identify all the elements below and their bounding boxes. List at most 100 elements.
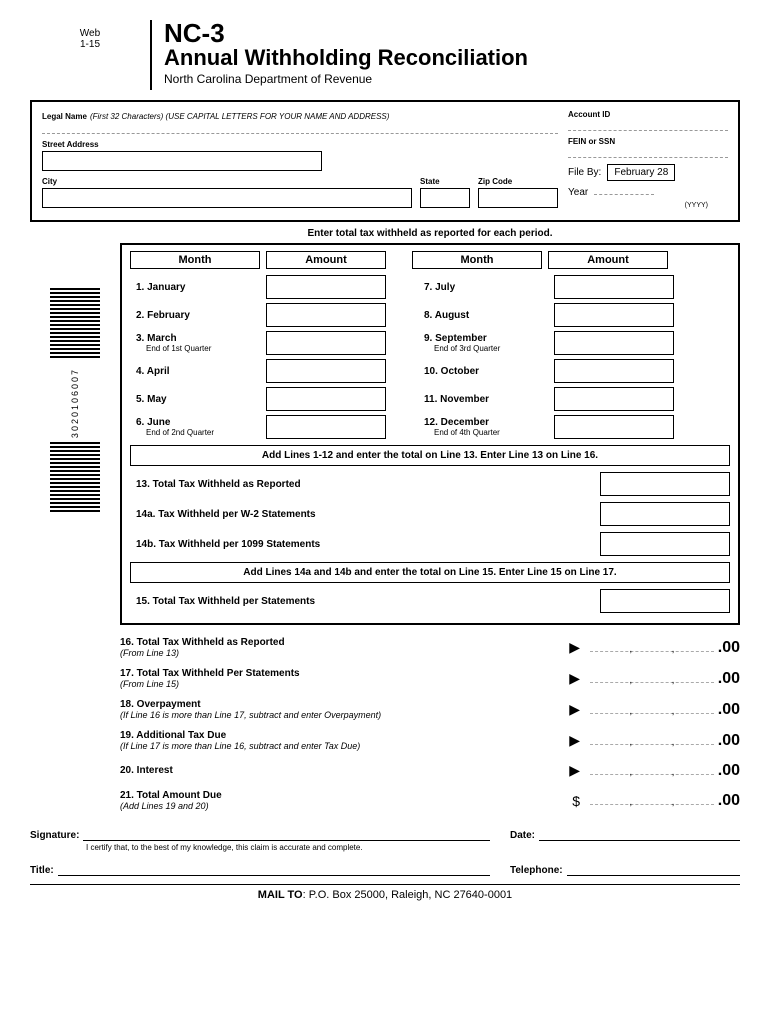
amount-input[interactable] — [266, 331, 386, 355]
fein-label: FEIN or SSN — [568, 137, 728, 146]
col-amount-1: Amount — [266, 251, 386, 269]
line-14a-label: 14a. Tax Withheld per W-2 Statements — [130, 509, 600, 520]
barcode-icon — [50, 288, 100, 358]
summary-amount-input[interactable]: ,,.00 — [590, 731, 740, 750]
account-input[interactable] — [568, 121, 728, 131]
file-by-label: File By: — [568, 167, 601, 178]
dept-name: North Carolina Department of Revenue — [164, 72, 528, 86]
year-hint: (YYYY) — [685, 202, 708, 209]
account-label: Account ID — [568, 110, 728, 119]
date-label: Date: — [510, 830, 535, 841]
summary-label: 18. Overpayment(If Line 16 is more than … — [120, 699, 559, 720]
signature-label: Signature: — [30, 830, 79, 841]
summary-section: 16. Total Tax Withheld as Reported(From … — [120, 637, 740, 811]
instruction-2: Add Lines 14a and 14b and enter the tota… — [130, 562, 730, 583]
month-label: 12. DecemberEnd of 4th Quarter — [418, 417, 548, 437]
amount-input[interactable] — [554, 331, 674, 355]
header-divider — [150, 20, 152, 90]
month-label: 8. August — [418, 310, 548, 321]
arrow-icon: ▶ — [569, 762, 580, 779]
arrow-icon: ▶ — [569, 639, 580, 656]
summary-amount-input[interactable]: ,,.00 — [590, 669, 740, 688]
cents-label: .00 — [718, 639, 740, 657]
info-box: Legal Name (First 32 Characters) (USE CA… — [30, 100, 740, 222]
col-amount-2: Amount — [548, 251, 668, 269]
cents-label: .00 — [718, 701, 740, 719]
summary-amount-input[interactable]: ,,.00 — [590, 791, 740, 810]
year-input[interactable] — [594, 194, 654, 195]
version-label: 1-15 — [30, 39, 150, 50]
file-by-value: February 28 — [607, 164, 675, 181]
amount-input[interactable] — [554, 387, 674, 411]
fein-input[interactable] — [568, 148, 728, 158]
state-input[interactable] — [420, 188, 470, 208]
signature-section: Signature: Date: I certify that, to the … — [30, 827, 740, 876]
mail-label: MAIL TO — [258, 889, 303, 901]
summary-amount-input[interactable]: ,,.00 — [590, 761, 740, 780]
summary-amount-input[interactable]: ,,.00 — [590, 700, 740, 719]
amount-input[interactable] — [266, 275, 386, 299]
arrow-icon: ▶ — [569, 701, 580, 718]
street-input[interactable] — [42, 151, 322, 171]
amount-input[interactable] — [266, 359, 386, 383]
amount-input[interactable] — [554, 415, 674, 439]
amount-input[interactable] — [266, 387, 386, 411]
cents-label: .00 — [718, 732, 740, 750]
line-13-input[interactable] — [600, 472, 730, 496]
period-box: Month Amount Month Amount 1. January7. J… — [120, 243, 740, 625]
barcode-icon — [50, 442, 100, 512]
month-label: 4. April — [130, 366, 260, 377]
cents-label: .00 — [718, 762, 740, 780]
summary-label: 16. Total Tax Withheld as Reported(From … — [120, 637, 559, 658]
date-input[interactable] — [539, 827, 740, 841]
line-14b-input[interactable] — [600, 532, 730, 556]
phone-input[interactable] — [567, 862, 740, 876]
line-14b-label: 14b. Tax Withheld per 1099 Statements — [130, 539, 600, 550]
instruction-1: Add Lines 1-12 and enter the total on Li… — [130, 445, 730, 466]
month-label: 6. JuneEnd of 2nd Quarter — [130, 417, 260, 437]
state-label: State — [420, 177, 470, 186]
line-14a-input[interactable] — [600, 502, 730, 526]
legal-name-hint: (First 32 Characters) (USE CAPITAL LETTE… — [90, 112, 389, 121]
signature-input[interactable] — [83, 827, 490, 841]
legal-name-label: Legal Name — [42, 112, 87, 121]
arrow-icon: ▶ — [569, 732, 580, 749]
form-code: NC-3 — [164, 20, 528, 46]
zip-input[interactable] — [478, 188, 558, 208]
amount-input[interactable] — [554, 275, 674, 299]
col-month-1: Month — [130, 251, 260, 269]
mail-addr: : P.O. Box 25000, Raleigh, NC 27640-0001 — [303, 889, 513, 901]
summary-label: 21. Total Amount Due(Add Lines 19 and 20… — [120, 790, 562, 811]
month-label: 2. February — [130, 310, 260, 321]
amount-input[interactable] — [554, 303, 674, 327]
arrow-icon: ▶ — [569, 670, 580, 687]
header-main: NC-3 Annual Withholding Reconciliation N… — [164, 20, 528, 86]
amount-input[interactable] — [266, 303, 386, 327]
summary-label: 17. Total Tax Withheld Per Statements(Fr… — [120, 668, 559, 689]
cert-text: I certify that, to the best of my knowle… — [86, 843, 740, 852]
period-title: Enter total tax withheld as reported for… — [120, 228, 740, 239]
line-15-label: 15. Total Tax Withheld per Statements — [130, 596, 600, 607]
month-label: 10. October — [418, 366, 548, 377]
header-version: Web 1-15 — [30, 20, 150, 50]
barcode-column: 3020106007 — [30, 228, 120, 625]
month-label: 1. January — [130, 282, 260, 293]
summary-amount-input[interactable]: ,,.00 — [590, 638, 740, 657]
col-month-2: Month — [412, 251, 542, 269]
month-label: 11. November — [418, 394, 548, 405]
line-13-label: 13. Total Tax Withheld as Reported — [130, 479, 600, 490]
line-15-input[interactable] — [600, 589, 730, 613]
dollar-icon: $ — [572, 793, 580, 809]
month-label: 3. MarchEnd of 1st Quarter — [130, 333, 260, 353]
web-label: Web — [30, 28, 150, 39]
amount-input[interactable] — [266, 415, 386, 439]
cents-label: .00 — [718, 670, 740, 688]
amount-input[interactable] — [554, 359, 674, 383]
month-label: 9. SeptemberEnd of 3rd Quarter — [418, 333, 548, 353]
zip-label: Zip Code — [478, 177, 558, 186]
street-label: Street Address — [42, 140, 558, 149]
city-input[interactable] — [42, 188, 412, 208]
title-input[interactable] — [58, 862, 490, 876]
summary-label: 20. Interest — [120, 765, 559, 776]
legal-name-input[interactable] — [42, 124, 558, 134]
